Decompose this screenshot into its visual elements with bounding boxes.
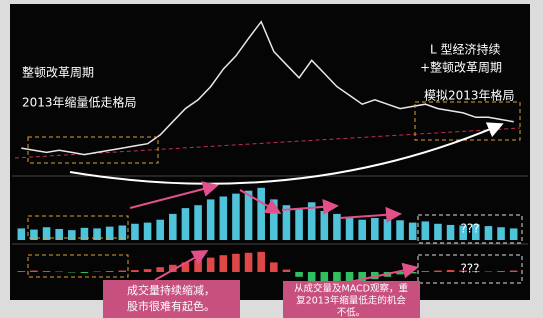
bar xyxy=(485,226,493,240)
bar xyxy=(245,191,253,240)
bar xyxy=(131,270,139,272)
callout-text: 成交量持续缩减， xyxy=(127,283,215,297)
bar xyxy=(422,271,430,272)
bar xyxy=(106,271,114,272)
bar xyxy=(283,270,291,272)
bar xyxy=(68,230,76,240)
bar xyxy=(409,272,417,273)
bar xyxy=(81,272,89,273)
bar xyxy=(321,211,329,240)
bar xyxy=(207,258,215,272)
bar xyxy=(257,188,265,240)
bar xyxy=(232,194,240,240)
bar xyxy=(497,271,505,272)
bar xyxy=(358,220,366,240)
bar xyxy=(257,252,265,272)
callout-text: 不低。 xyxy=(337,307,366,318)
bar xyxy=(270,199,278,240)
bar xyxy=(169,214,177,240)
bar xyxy=(447,270,455,272)
bar xyxy=(30,271,38,272)
bar xyxy=(220,197,228,241)
bar xyxy=(346,217,354,240)
unknown-label: ??? xyxy=(460,222,479,236)
bar xyxy=(245,253,253,272)
bar xyxy=(194,205,202,240)
bar xyxy=(156,267,164,272)
bar xyxy=(409,223,417,240)
bar xyxy=(497,227,505,240)
bar xyxy=(144,223,152,240)
bar xyxy=(434,271,442,272)
bar xyxy=(510,271,518,272)
bar xyxy=(18,228,26,240)
bar xyxy=(308,272,316,282)
bar xyxy=(434,224,442,240)
bar xyxy=(156,220,164,240)
bar xyxy=(295,208,303,240)
bar xyxy=(447,225,455,240)
bar xyxy=(207,199,215,240)
bar xyxy=(194,260,202,272)
bar xyxy=(131,224,139,240)
callout-text: 从成交量及MACD观察，重 xyxy=(294,283,408,295)
bar xyxy=(232,254,240,272)
bar xyxy=(422,221,430,240)
annotation: +整顿改革周期 xyxy=(420,60,502,75)
bar xyxy=(270,262,278,272)
chart: 整顿改革周期 2013年缩量低走格局 L 型经济持续 +整顿改革周期 模拟201… xyxy=(0,0,543,318)
annotation: L 型经济持续 xyxy=(430,42,501,57)
bar xyxy=(295,272,303,277)
bar xyxy=(119,271,127,272)
annotation: 模拟2013年格局 xyxy=(424,88,515,103)
bar xyxy=(43,271,51,272)
bar xyxy=(510,228,518,240)
bar xyxy=(182,208,190,240)
callout-text: 股市很难有起色。 xyxy=(127,299,215,313)
bar xyxy=(384,219,392,240)
callout-text: 复2013年缩量低走的机会 xyxy=(296,295,406,307)
bar xyxy=(18,271,26,272)
bar xyxy=(396,220,404,240)
bar xyxy=(371,218,379,240)
unknown-label: ??? xyxy=(460,262,479,276)
bar xyxy=(220,255,228,272)
bar xyxy=(144,269,152,272)
annotation: 2013年缩量低走格局 xyxy=(22,95,137,110)
annotation: 整顿改革周期 xyxy=(22,65,94,80)
bar xyxy=(333,214,341,240)
